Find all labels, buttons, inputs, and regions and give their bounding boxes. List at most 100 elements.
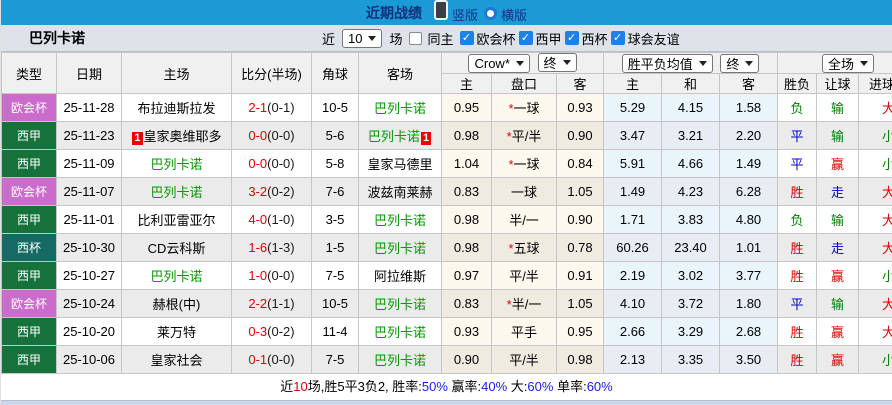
scope-select-group: 全场 (777, 52, 892, 74)
summary-segment: 单率: (553, 379, 587, 394)
avg-away-odds: 1.49 (719, 149, 779, 178)
layout-radio-selected[interactable] (433, 0, 448, 20)
home-team: 莱万特 (121, 317, 232, 346)
col-header-type: 类型 (1, 52, 57, 94)
avg-stage-select[interactable]: 终 (720, 53, 760, 73)
changed-line-star: * (506, 297, 512, 312)
line-text: 半/一 (509, 213, 539, 228)
handicap-line: *一球 (491, 149, 557, 178)
recent-count-select[interactable]: 10 (342, 28, 383, 48)
team-name-text: 巴列卡诺 (373, 101, 426, 116)
col-header-odds-line: 盘口 (491, 73, 557, 94)
home-team: 巴列卡诺 (121, 177, 232, 206)
same-home-label: 同主 (427, 31, 454, 47)
avg-home-odds: 2.66 (603, 317, 663, 346)
avg-away-odds: 2.20 (719, 121, 779, 150)
score-cell: 0-1(0-0) (231, 345, 312, 374)
away-team: 巴列卡诺 (358, 233, 442, 262)
col-header-score: 比分(半场) (231, 52, 312, 94)
avg-draw-odds: 3.35 (661, 345, 721, 374)
avg-home-odds: 5.29 (603, 93, 663, 122)
table-row: 西甲 25-10-27 巴列卡诺 1-0(0-0) 7-5 阿拉维斯 0.97 平/半 0.91… (1, 261, 892, 290)
goals-result-cell: 大 (858, 289, 892, 318)
avg-away-odds: 1.80 (719, 289, 779, 318)
competition-badge: 欧会杯 (1, 289, 57, 318)
chevron-down-icon (698, 60, 707, 66)
avg-away-odds: 6.28 (719, 177, 779, 206)
competition-badge: 西甲 (1, 149, 57, 178)
avg-home-odds: 3.47 (603, 121, 663, 150)
table-row: 欧会杯 25-10-24 赫根(中) 2-2(1-1) 10-5 巴列卡诺 0.83 *半/一… (1, 289, 892, 318)
odds-stage-select[interactable]: 终 (537, 53, 577, 72)
score-cell: 0-0(0-0) (231, 149, 312, 178)
home-team: 布拉迪斯拉发 (121, 93, 232, 122)
col-header-avg-home: 主 (603, 73, 663, 94)
col-header-corner: 角球 (311, 52, 359, 94)
halftime-score: (0-0) (267, 156, 295, 171)
col-header-home: 主场 (121, 52, 232, 94)
match-date: 25-10-20 (56, 317, 122, 346)
competition-checkbox[interactable]: ✓ (459, 31, 474, 45)
avg-odds-select[interactable]: 胜平负均值 (621, 53, 713, 73)
handicap-result-cell: 输 (816, 93, 860, 122)
red-card-badge: 1 (420, 132, 432, 145)
avg-draw-odds: 23.40 (661, 233, 721, 262)
col-header-avg-draw: 和 (661, 73, 721, 94)
odds-away: 0.93 (555, 93, 605, 122)
result-cell: 胜 (777, 233, 818, 262)
match-date: 25-11-23 (56, 121, 122, 150)
goals-result-cell: 大 (858, 233, 892, 262)
corner-count: 1-5 (311, 233, 359, 262)
team-name-text: 皇家奥维耶多 (143, 129, 222, 144)
layout-radio-label[interactable]: 横版 (501, 8, 528, 23)
line-text: 平/半 (509, 353, 539, 368)
odds-home: 0.95 (441, 93, 492, 122)
fulltime-score: 1-6 (248, 240, 268, 255)
top-bar: 近期战绩 竖版 横版 (1, 0, 892, 25)
team-name-text: 布拉迪斯拉发 (137, 101, 216, 116)
same-home-checkbox[interactable] (408, 31, 422, 45)
fulltime-score: 4-0 (248, 212, 268, 227)
goals-result-cell: 大 (858, 317, 892, 346)
home-team: 皇家社会 (121, 345, 232, 374)
away-team: 皇家马德里 (358, 149, 442, 178)
filter-bar: 巴列卡诺 近 10 场 同主 ✓ 欧会杯 ✓ 西甲 ✓ 西杯 ✓ 球会友谊 (1, 25, 892, 52)
results-table: 类型 日期 主场 比分(半场) 角球 客场 Crow* 终 (1, 52, 892, 374)
line-text: 平手 (510, 325, 537, 340)
score-cell: 4-0(1-0) (231, 205, 312, 234)
corner-count: 11-4 (311, 317, 359, 346)
scope-select[interactable]: 全场 (822, 53, 875, 73)
away-team: 阿拉维斯 (358, 261, 442, 290)
odds-select-group: Crow* 终 (440, 52, 605, 74)
team-name-text: 巴列卡诺 (150, 157, 203, 172)
halftime-score: (0-0) (267, 128, 295, 143)
match-date: 25-11-28 (56, 93, 122, 122)
competition-label: 球会友谊 (627, 31, 680, 47)
fulltime-score: 2-1 (248, 100, 268, 115)
layout-radio-unselected[interactable] (484, 7, 497, 20)
line-text: 平/半 (509, 269, 539, 284)
competition-checkbox[interactable]: ✓ (518, 31, 533, 45)
corner-count: 5-8 (311, 149, 359, 178)
score-cell: 2-1(0-1) (231, 93, 312, 122)
halftime-score: (0-1) (267, 100, 295, 115)
summary-footer: 近10场,胜5平3负2, 胜率:50% 赢率:40% 大:60% 单率:60% (1, 374, 892, 400)
layout-radio-label[interactable]: 竖版 (451, 8, 478, 23)
summary-segment: 60% (586, 379, 613, 394)
odds-away: 0.98 (555, 345, 605, 374)
chevron-down-icon (515, 61, 524, 66)
away-team: 波兹南莱赫 (358, 177, 442, 206)
goals-result-cell: 小 (858, 149, 892, 178)
bookmaker-select[interactable]: Crow* (468, 54, 530, 73)
competition-badge: 西甲 (1, 205, 57, 234)
team-name-text: 波兹南莱赫 (367, 185, 433, 200)
line-text: 半/一 (511, 297, 542, 312)
avg-draw-odds: 3.21 (661, 121, 721, 150)
avg-home-odds: 1.49 (603, 177, 663, 206)
competition-checkbox[interactable]: ✓ (610, 31, 625, 45)
handicap-result-cell: 走 (816, 177, 860, 206)
competition-checkbox[interactable]: ✓ (564, 31, 579, 45)
red-card-badge: 1 (132, 132, 143, 145)
odds-home: 0.98 (441, 121, 492, 150)
handicap-result-cell: 赢 (816, 345, 860, 374)
